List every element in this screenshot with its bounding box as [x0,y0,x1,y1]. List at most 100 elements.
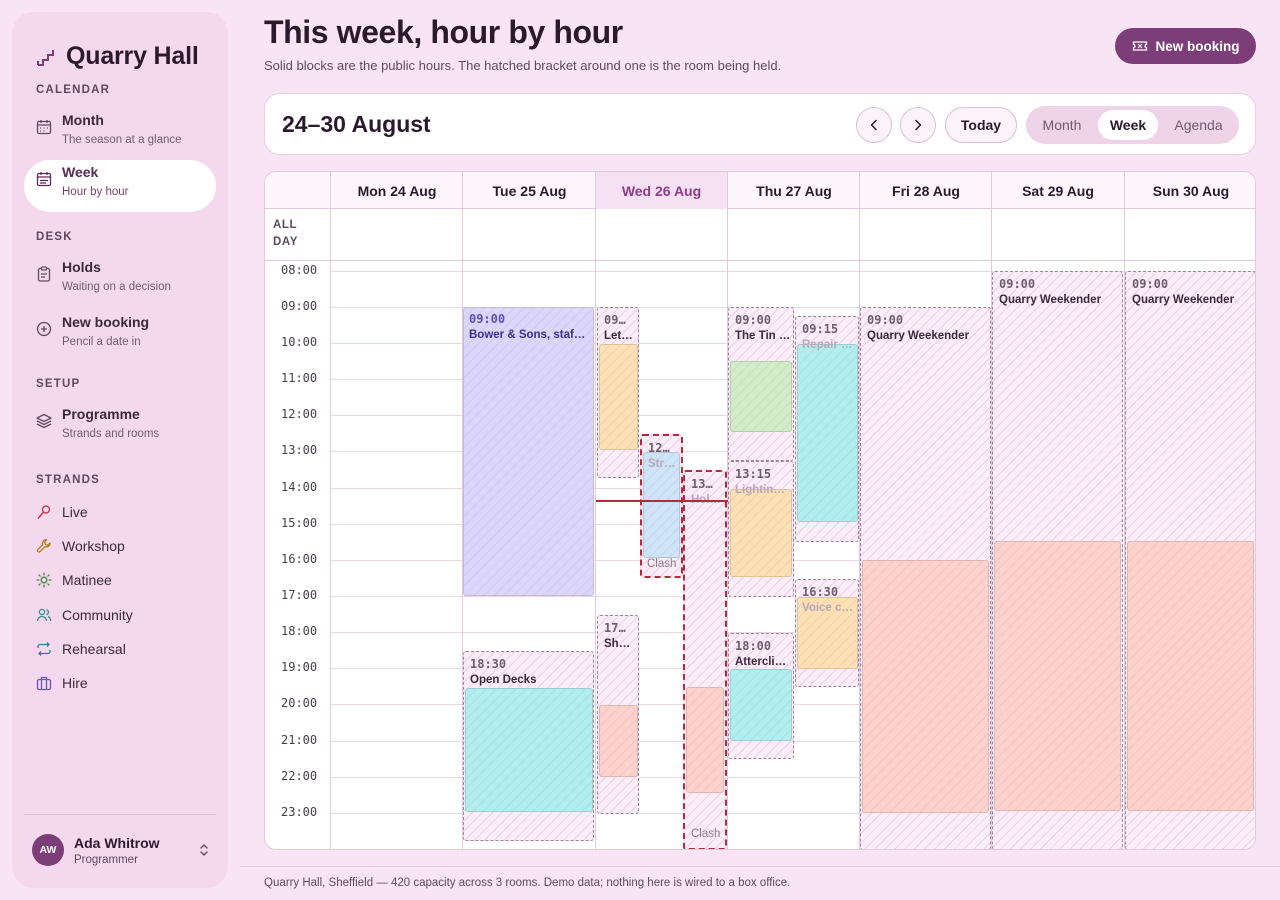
day-header[interactable]: Sun 30 Aug [1124,172,1255,209]
strand-community[interactable]: Community [36,605,133,625]
event-hold[interactable]: 09:00 Quarry Weekender [1125,271,1255,849]
event-block [730,669,792,741]
time-grid: 08:00 09:00 10:00 11:00 12:00 13:00 14:0… [265,261,1255,849]
hour-label: 09:00 [281,299,318,313]
page-title: This week, hour by hour [264,14,623,50]
all-day-cell[interactable] [595,209,727,261]
event-title: Bower & Sons, staff… [469,329,589,341]
event-title: Attercli… [735,656,787,668]
prev-week-button[interactable] [856,107,892,143]
event-hold[interactable]: 09:00 Quarry Weekender [860,307,991,849]
event-time: 18:30 [470,657,507,671]
all-day-cell[interactable] [462,209,596,261]
all-day-cell[interactable] [727,209,860,261]
event-title: She… [604,638,636,650]
view-agenda[interactable]: Agenda [1174,117,1223,133]
day-header[interactable]: Sat 29 Aug [991,172,1124,209]
today-button[interactable]: Today [945,107,1017,143]
event-title: Quarry Weekender [1132,294,1235,306]
next-week-button[interactable] [900,107,936,143]
event-block [797,344,858,522]
section-label-strands: STRANDS [36,474,100,486]
event-time: 13… [691,477,713,491]
event-time: 17… [604,621,626,635]
event-hold[interactable]: 13:15 Lightin… [728,461,794,597]
hour-label: 16:00 [281,552,318,566]
event-hold[interactable]: 09:00 The Tin … [728,307,794,461]
new-booking-button[interactable]: New booking [1115,28,1256,64]
strand-rehearsal[interactable]: Rehearsal [36,639,126,659]
event-block [463,307,594,596]
event-block [599,705,638,777]
event-hold[interactable]: 16:30 Voice cl… [795,579,859,687]
day-header-today[interactable]: Wed 26 Aug [595,172,727,209]
event-hold[interactable]: 17… She… [597,615,639,814]
repeat-icon [37,642,51,656]
nav-sub: Strands and rooms [62,428,160,440]
sidebar-item-month[interactable]: Month The season at a glance [24,108,216,160]
section-label-setup: SETUP [36,378,81,390]
column-divider [1124,261,1125,849]
nav-title: New booking [62,314,150,330]
hour-label: 11:00 [281,371,318,385]
strand-label: Workshop [62,538,125,554]
ticket-icon [1132,41,1147,51]
user-menu[interactable]: AW Ada Whitrow Programmer [32,834,212,866]
day-header[interactable]: Mon 24 Aug [330,172,463,209]
view-switcher: Month Week Agenda [1026,106,1239,144]
all-day-cell[interactable] [330,209,463,261]
new-booking-label: New booking [1155,38,1240,54]
sidebar-item-holds[interactable]: Holds Waiting on a decision [24,255,216,307]
event-hold-clash[interactable]: 13… Hol… Clash [683,470,727,849]
event-time: 09:00 [867,313,904,327]
event-block [643,452,680,558]
strand-live[interactable]: Live [36,502,88,522]
hour-line [330,632,1255,633]
strand-workshop[interactable]: Workshop [36,536,125,556]
event-time: 09:00 [469,312,506,326]
column-divider [330,261,331,849]
plus-circle-icon [36,321,52,337]
strand-label: Matinee [62,572,112,588]
sidebar-item-week[interactable]: Week Hour by hour [24,160,216,212]
footer-divider [240,866,1280,867]
strand-label: Hire [62,675,88,691]
brand[interactable]: Quarry Hall [36,42,199,71]
event-hold[interactable]: 09:15 Repair … [795,316,859,542]
event-time: 09:00 [999,277,1036,291]
event-block [686,687,724,793]
view-month[interactable]: Month [1042,117,1082,133]
chevron-up-down-icon[interactable] [196,842,212,858]
event-hold[interactable]: 18:30 Open Decks [463,651,594,841]
all-day-label: ALL DAY [273,219,299,248]
hour-line [330,271,1255,272]
column-divider [595,261,596,849]
day-header[interactable]: Tue 25 Aug [462,172,596,209]
sidebar-item-programme[interactable]: Programme Strands and rooms [24,402,216,454]
event-time: 16:30 [802,585,839,599]
footer-text: Quarry Hall, Sheffield — 420 capacity ac… [264,877,791,889]
calendar-week-icon [36,172,52,187]
event-hold[interactable]: 09… Let… [597,307,639,478]
page-subtitle: Solid blocks are the public hours. The h… [264,58,782,73]
day-header[interactable]: Fri 28 Aug [859,172,992,209]
strand-hire[interactable]: Hire [36,673,88,693]
event-block [730,489,792,577]
sidebar-item-new-booking[interactable]: New booking Pencil a date in [24,310,216,362]
event-hold-clash[interactable]: 12… Stri… Clash [640,434,683,578]
strand-matinee[interactable]: Matinee [36,570,112,590]
event-hold[interactable]: 09:00 Quarry Weekender [992,271,1123,849]
view-week[interactable]: Week [1098,110,1158,140]
nav-sub: The season at a glance [62,134,182,146]
all-day-cell[interactable] [1124,209,1255,261]
column-divider [727,261,728,849]
hour-label: 14:00 [281,480,318,494]
hour-line [330,813,1255,814]
week-calendar: Mon 24 Aug Tue 25 Aug Wed 26 Aug Thu 27 … [264,171,1256,850]
all-day-cell[interactable] [991,209,1124,261]
event-hold[interactable]: 18:00 Attercli… [728,633,794,759]
event-hold[interactable]: 09:00 Bower & Sons, staff… [463,307,595,597]
all-day-cell[interactable] [859,209,992,261]
event-time: 09:15 [802,322,839,336]
day-header[interactable]: Thu 27 Aug [727,172,860,209]
